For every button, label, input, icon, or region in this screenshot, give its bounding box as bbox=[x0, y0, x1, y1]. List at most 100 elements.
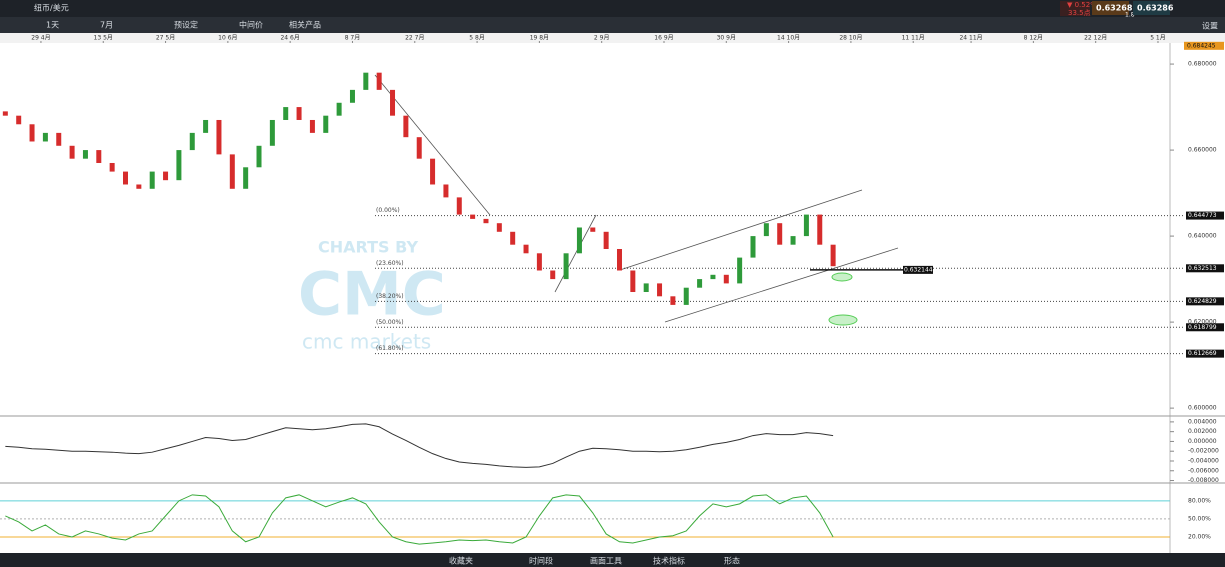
candle bbox=[376, 72, 382, 90]
x-tick-label: 8 7月 bbox=[345, 35, 361, 42]
x-tick-label: 5 1月 bbox=[1150, 35, 1166, 42]
period[interactable]: 时间段 bbox=[529, 556, 553, 566]
candle bbox=[189, 132, 195, 151]
candle bbox=[149, 171, 155, 189]
candle bbox=[109, 162, 115, 172]
candle bbox=[670, 296, 676, 305]
x-tick-label: 28 10月 bbox=[839, 35, 862, 42]
interval[interactable]: 1天 bbox=[46, 21, 59, 30]
fib-label: (0.00%) bbox=[376, 207, 400, 214]
candle bbox=[136, 184, 142, 189]
candle bbox=[763, 223, 769, 237]
price-box bbox=[1186, 323, 1224, 332]
candle bbox=[29, 124, 35, 142]
y-tick-label: -0.002000 bbox=[1188, 448, 1219, 455]
sell-button[interactable] bbox=[1092, 1, 1129, 15]
symbol-tab[interactable]: 纽币/美元 bbox=[34, 3, 69, 13]
candle bbox=[309, 119, 315, 133]
fib-label: (50.00%) bbox=[376, 319, 404, 326]
candle bbox=[443, 184, 449, 198]
sell-price: 0.63268 bbox=[1096, 4, 1133, 13]
y-tick-label: -0.004000 bbox=[1188, 457, 1219, 464]
candle bbox=[697, 279, 703, 288]
high-box bbox=[1184, 41, 1224, 50]
y-tick-label: 0.000000 bbox=[1188, 438, 1217, 445]
points: 33.5点 bbox=[1068, 9, 1091, 17]
price-box bbox=[1186, 297, 1224, 306]
price-label: 0.612669 bbox=[1188, 350, 1217, 357]
candle bbox=[510, 231, 516, 245]
candle bbox=[96, 150, 102, 163]
candle bbox=[296, 107, 302, 120]
preset[interactable]: 预设定 bbox=[174, 20, 198, 30]
watermark: CHARTS BY bbox=[318, 238, 418, 257]
indicator-line bbox=[5, 494, 834, 545]
candle bbox=[616, 248, 622, 271]
candle bbox=[750, 236, 756, 258]
candle bbox=[483, 218, 489, 224]
x-tick-label: 27 5月 bbox=[156, 35, 175, 42]
candle bbox=[603, 231, 609, 249]
y-tick-label: 0.004000 bbox=[1188, 418, 1217, 425]
candle bbox=[56, 132, 62, 146]
range[interactable]: 7月 bbox=[100, 21, 113, 30]
fib-label: (23.60%) bbox=[376, 260, 404, 267]
date-axis bbox=[0, 33, 1225, 43]
candle bbox=[283, 107, 289, 120]
cursor-box bbox=[903, 265, 933, 274]
x-tick-label: 8 12月 bbox=[1024, 35, 1043, 42]
x-tick-label: 5 8月 bbox=[469, 35, 485, 42]
candle bbox=[69, 145, 75, 159]
x-tick-label: 22 7月 bbox=[405, 35, 424, 42]
x-tick-label: 2 9月 bbox=[594, 35, 610, 42]
tools[interactable]: 画面工具 bbox=[590, 557, 622, 566]
mid-price[interactable]: 中间价 bbox=[239, 20, 263, 30]
candle bbox=[456, 197, 462, 215]
x-tick-label: 19 8月 bbox=[530, 35, 549, 42]
change-box bbox=[1060, 1, 1090, 16]
y-tick-label: 20.00% bbox=[1188, 533, 1211, 540]
y-tick-label: 0.660000 bbox=[1188, 147, 1217, 154]
fib-label: (38.20%) bbox=[376, 293, 404, 300]
patterns[interactable]: 形态 bbox=[724, 556, 740, 566]
x-tick-label: 16 9月 bbox=[654, 35, 673, 42]
candle bbox=[363, 72, 369, 90]
candle bbox=[710, 274, 716, 280]
favorites[interactable]: 收藏夹 bbox=[449, 556, 473, 566]
change: ▼ 0.52% bbox=[1067, 1, 1097, 9]
spread: 1.8 bbox=[1125, 12, 1135, 19]
candle bbox=[2, 111, 8, 116]
x-tick-label: 11 11月 bbox=[902, 35, 925, 42]
y-tick-label: 0.680000 bbox=[1188, 61, 1217, 68]
candle bbox=[163, 171, 169, 181]
candle bbox=[123, 171, 129, 185]
buy-button[interactable] bbox=[1133, 1, 1170, 15]
buy-price: 0.63286 bbox=[1137, 4, 1174, 13]
candle bbox=[323, 115, 329, 133]
marker bbox=[828, 314, 858, 326]
candle bbox=[683, 287, 689, 305]
x-tick-label: 13 5月 bbox=[94, 35, 113, 42]
drawings bbox=[374, 74, 899, 323]
price-label: 0.632513 bbox=[1188, 265, 1217, 272]
indicators[interactable]: 技术指标 bbox=[653, 556, 685, 566]
price-label: 0.644773 bbox=[1188, 212, 1217, 219]
settings[interactable]: 设置 bbox=[1202, 21, 1218, 31]
y-tick-label: 0.620000 bbox=[1188, 319, 1217, 326]
candle bbox=[403, 115, 409, 138]
candle bbox=[550, 270, 556, 280]
candle bbox=[216, 119, 222, 155]
candle bbox=[830, 244, 836, 267]
candle bbox=[817, 214, 823, 245]
candle bbox=[16, 115, 22, 125]
x-tick-label: 30 9月 bbox=[717, 35, 736, 42]
candle bbox=[777, 223, 783, 245]
candle bbox=[256, 145, 262, 168]
candle bbox=[536, 253, 542, 271]
top-bar bbox=[0, 0, 1225, 17]
related[interactable]: 相关产品 bbox=[289, 20, 321, 30]
candle bbox=[243, 167, 249, 189]
price-box bbox=[1186, 349, 1224, 358]
candle bbox=[430, 158, 436, 185]
